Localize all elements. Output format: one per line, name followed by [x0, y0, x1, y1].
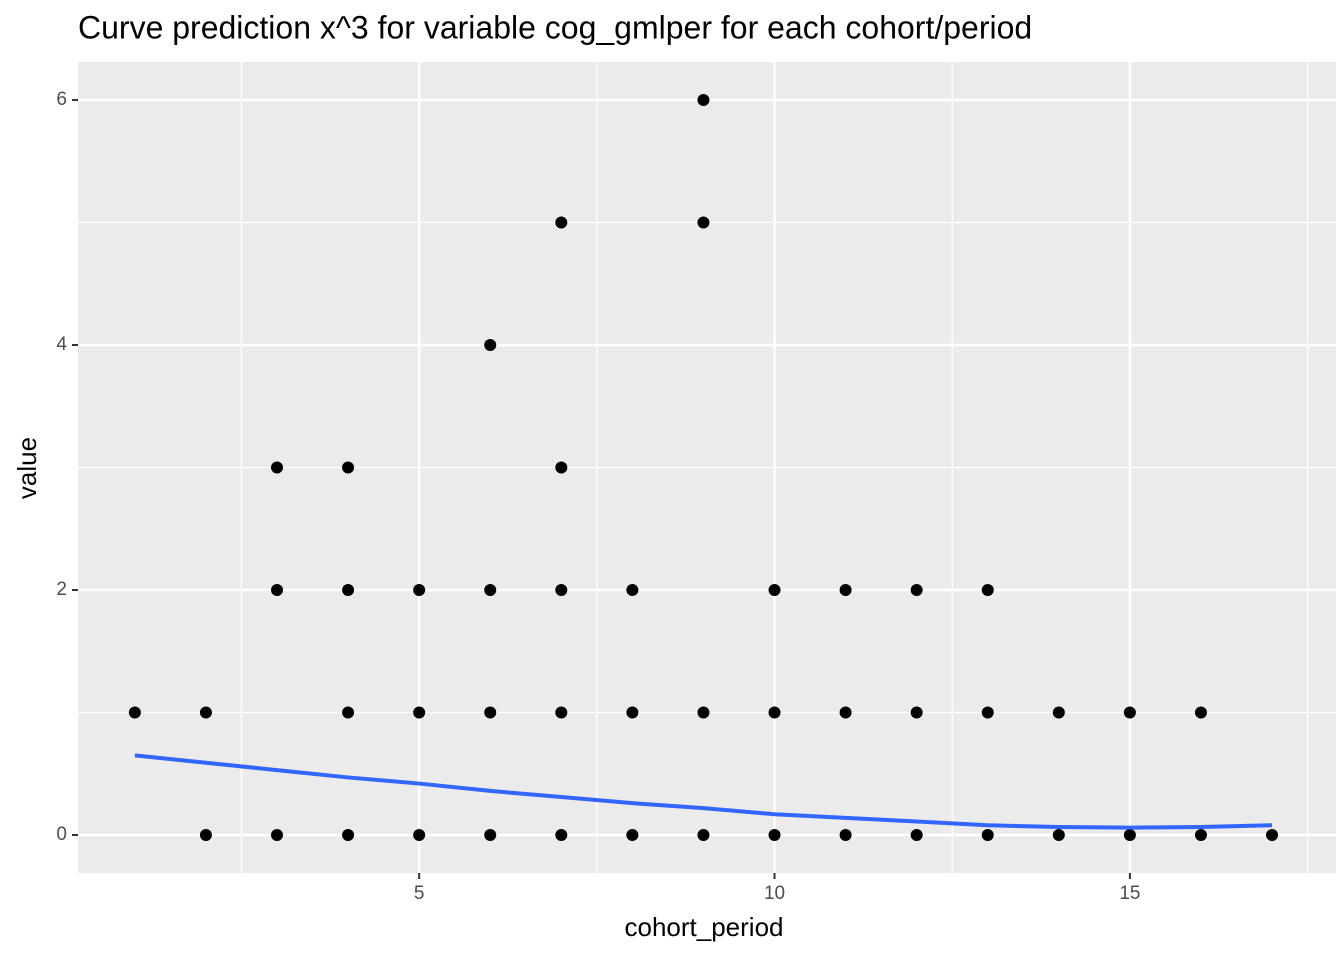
- chart-title: Curve prediction x^3 for variable cog_gm…: [78, 9, 1032, 45]
- point: [555, 706, 568, 719]
- y-tick-label: 0: [56, 824, 67, 845]
- point: [981, 584, 994, 597]
- point: [484, 706, 497, 719]
- point: [1266, 829, 1279, 842]
- point: [413, 829, 426, 842]
- x-tick-label: 10: [764, 883, 785, 904]
- point: [768, 706, 781, 719]
- point: [981, 706, 994, 719]
- point: [1194, 829, 1207, 842]
- point: [342, 706, 355, 719]
- point: [1123, 829, 1136, 842]
- point: [199, 706, 212, 719]
- point: [271, 829, 284, 842]
- y-tick-label: 6: [56, 89, 67, 110]
- marks: [128, 93, 1279, 842]
- point: [910, 584, 923, 597]
- point: [981, 829, 994, 842]
- point: [199, 829, 212, 842]
- point: [342, 584, 355, 597]
- point: [1194, 706, 1207, 719]
- point: [555, 584, 568, 597]
- point: [697, 93, 710, 106]
- point: [839, 706, 852, 719]
- point: [697, 216, 710, 229]
- point: [697, 706, 710, 719]
- point: [555, 216, 568, 229]
- point: [626, 584, 639, 597]
- x-axis-title: cohort_period: [625, 912, 784, 942]
- point: [484, 829, 497, 842]
- point: [342, 461, 355, 474]
- point: [768, 584, 781, 597]
- point: [555, 829, 568, 842]
- y-tick-label: 4: [56, 334, 67, 355]
- point: [910, 829, 923, 842]
- fit-curve: [134, 753, 1273, 830]
- point: [626, 829, 639, 842]
- point: [413, 584, 426, 597]
- point: [271, 584, 284, 597]
- point: [626, 706, 639, 719]
- point: [484, 338, 497, 351]
- point: [484, 584, 497, 597]
- point: [1052, 706, 1065, 719]
- y-axis-title: value: [12, 437, 42, 499]
- y-tick-label: 2: [56, 579, 67, 600]
- point: [839, 829, 852, 842]
- point: [768, 829, 781, 842]
- point: [271, 461, 284, 474]
- point: [1123, 706, 1136, 719]
- point: [910, 706, 923, 719]
- point: [128, 706, 141, 719]
- point: [1052, 829, 1065, 842]
- point: [555, 461, 568, 474]
- point: [413, 706, 426, 719]
- point: [839, 584, 852, 597]
- point: [697, 829, 710, 842]
- x-tick-label: 15: [1119, 883, 1140, 904]
- x-tick-label: 5: [414, 883, 425, 904]
- point: [342, 829, 355, 842]
